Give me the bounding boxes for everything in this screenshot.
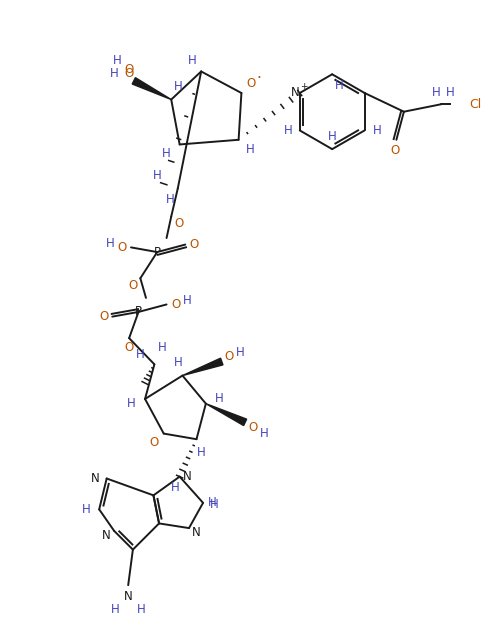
Text: H: H (214, 392, 223, 406)
Text: O: O (128, 280, 137, 292)
Text: H: H (110, 67, 119, 80)
Text: H: H (208, 496, 217, 509)
Text: N: N (183, 470, 191, 483)
Text: O: O (99, 310, 108, 323)
Polygon shape (206, 404, 247, 426)
Text: H: H (187, 54, 196, 67)
Text: H: H (446, 85, 455, 99)
Text: N: N (91, 472, 100, 485)
Text: P: P (135, 305, 142, 318)
Text: H: H (106, 237, 115, 250)
Text: H: H (153, 169, 161, 182)
Polygon shape (183, 358, 223, 376)
FancyBboxPatch shape (457, 89, 482, 120)
Text: +: + (300, 82, 307, 91)
Text: N: N (291, 87, 299, 99)
Polygon shape (132, 77, 171, 100)
Text: O: O (225, 350, 234, 363)
Text: Cls: Cls (469, 98, 482, 110)
Text: O: O (150, 436, 159, 449)
Text: N: N (124, 590, 133, 603)
Text: H: H (236, 346, 245, 359)
Text: H: H (127, 397, 135, 410)
Text: O: O (246, 77, 255, 90)
Text: O: O (248, 421, 257, 434)
Text: N: N (192, 526, 201, 539)
Text: H: H (162, 147, 171, 160)
Text: H: H (373, 124, 381, 137)
Text: ·: · (257, 72, 262, 87)
Text: H: H (158, 341, 166, 354)
Text: H: H (137, 603, 146, 616)
Text: H: H (335, 79, 344, 92)
Text: H: H (328, 130, 336, 144)
Text: H: H (174, 80, 183, 93)
Text: O: O (171, 298, 181, 311)
Text: O: O (124, 63, 134, 76)
Text: H: H (111, 603, 120, 616)
Text: H: H (136, 348, 145, 361)
Text: H: H (174, 356, 182, 369)
Text: H: H (432, 85, 441, 99)
Text: H: H (113, 54, 121, 67)
Text: O: O (124, 341, 134, 354)
Text: N: N (102, 529, 111, 542)
Text: O: O (124, 67, 134, 80)
Text: H: H (82, 503, 91, 516)
Text: P: P (154, 246, 161, 258)
Text: H: H (245, 143, 254, 155)
Text: H: H (259, 427, 268, 440)
Text: O: O (174, 218, 183, 230)
Text: H: H (210, 498, 219, 511)
Text: O: O (390, 144, 399, 157)
Text: H: H (183, 295, 191, 307)
Text: H: H (284, 124, 293, 137)
Text: O: O (189, 238, 198, 251)
Text: H: H (197, 446, 205, 459)
Text: H: H (171, 481, 179, 494)
Text: H: H (166, 193, 174, 206)
Text: O: O (117, 241, 126, 254)
